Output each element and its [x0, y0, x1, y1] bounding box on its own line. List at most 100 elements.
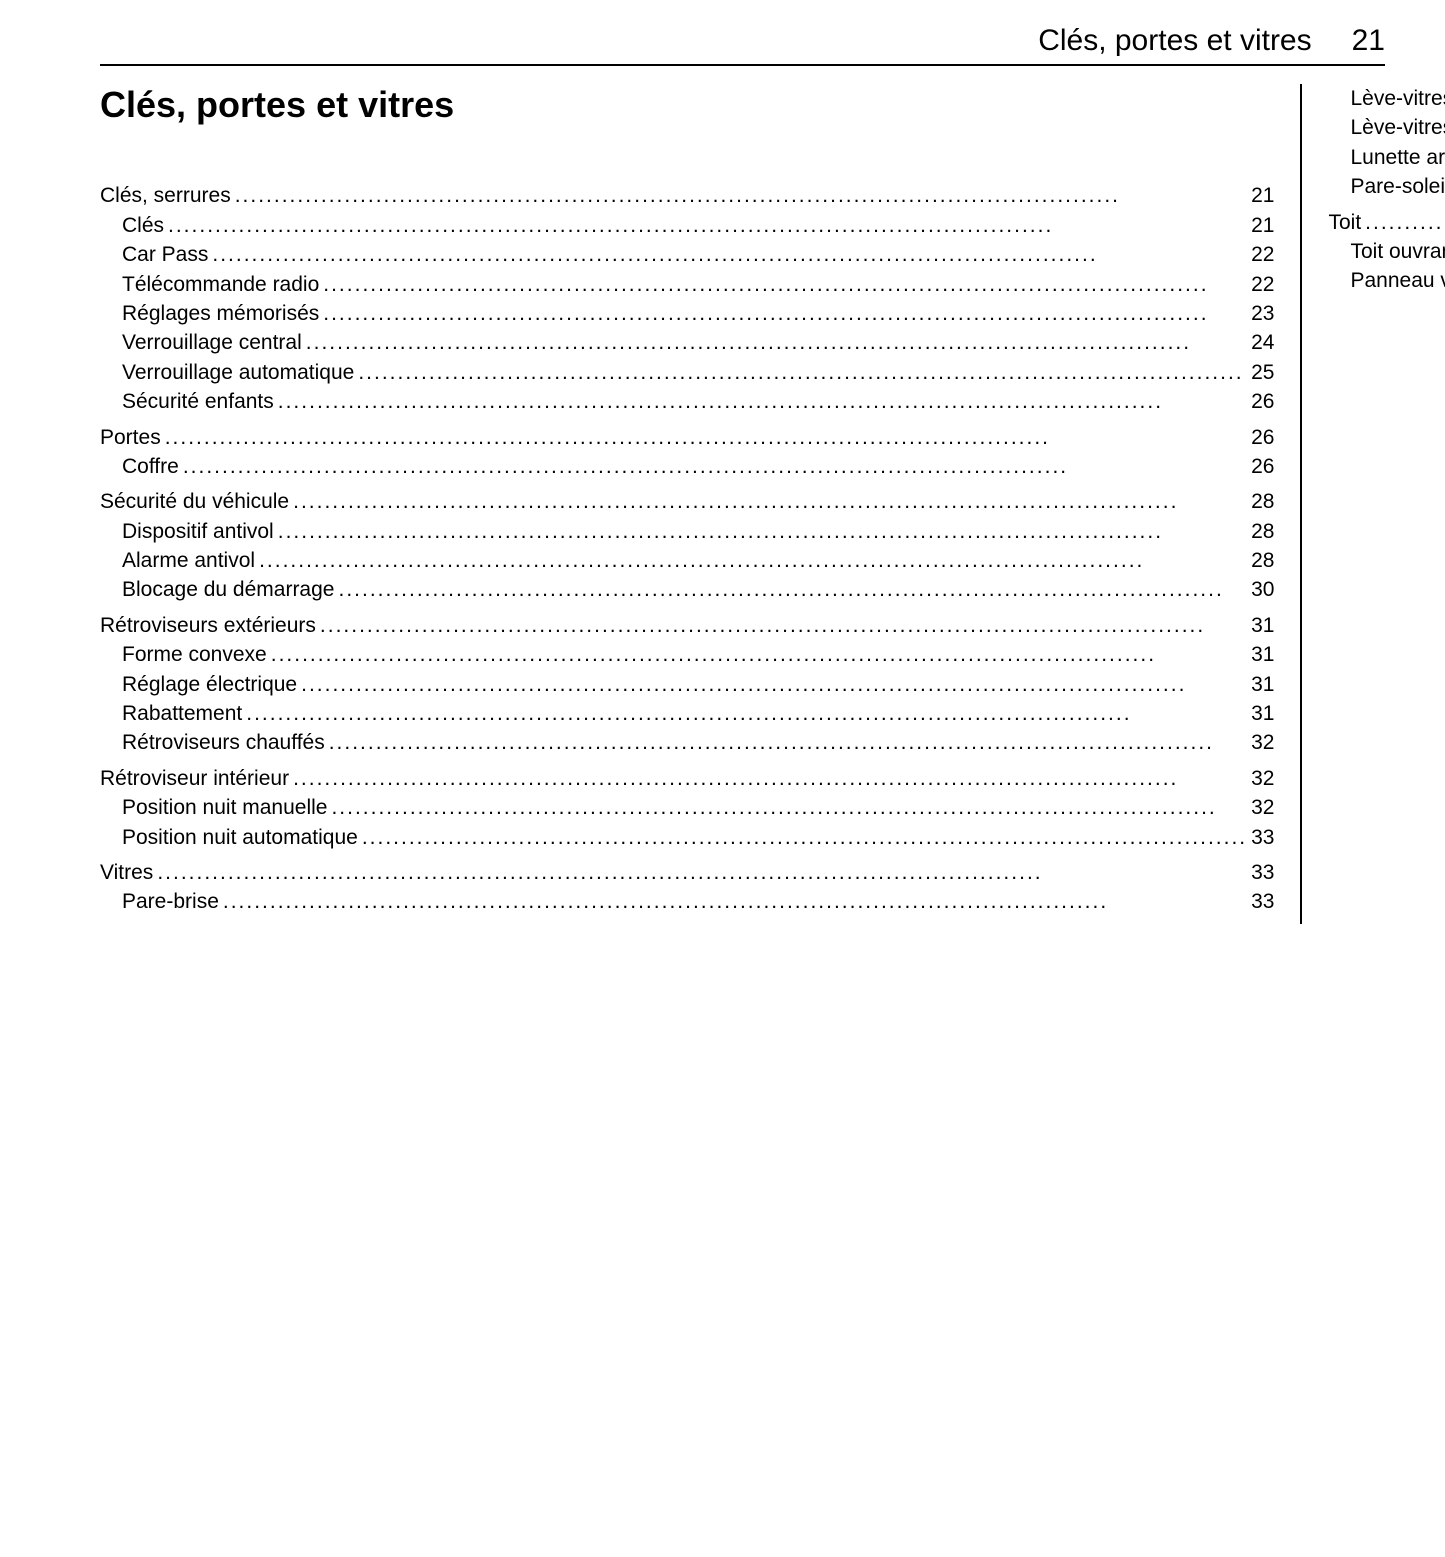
- toc-group: Rétroviseurs extérieurs31Forme convexe31…: [100, 611, 1274, 758]
- toc-page: 21: [1251, 181, 1274, 210]
- toc-leader-dots: [362, 823, 1247, 852]
- toc-group: Lève-vitres manuels34Lève-vitres électri…: [1328, 84, 1445, 202]
- toc-label: Lunette arrière chauffante: [1350, 143, 1445, 172]
- toc-leader-dots: [320, 611, 1247, 640]
- toc-section[interactable]: Clés, serrures21: [100, 181, 1274, 210]
- toc-leader-dots: [323, 270, 1247, 299]
- toc-entry[interactable]: Alarme antivol28: [100, 546, 1274, 575]
- toc-section[interactable]: Portes26: [100, 423, 1274, 452]
- toc-leader-dots: [338, 575, 1247, 604]
- toc-page: 32: [1251, 728, 1274, 757]
- toc-entry[interactable]: Pare-soleil36: [1328, 172, 1445, 201]
- toc-entry[interactable]: Lève-vitres manuels34: [1328, 84, 1445, 113]
- toc-entry[interactable]: Panneau vitré38: [1328, 266, 1445, 295]
- toc-label: Car Pass: [122, 240, 208, 269]
- columns: Clés, portes et vitres Clés, serrures21C…: [100, 84, 1385, 924]
- toc-page: 25: [1251, 358, 1274, 387]
- running-head-page-number: 21: [1352, 24, 1385, 58]
- toc-label: Télécommande radio: [122, 270, 319, 299]
- toc-label: Position nuit manuelle: [122, 793, 327, 822]
- toc-label: Toit: [1328, 208, 1361, 237]
- toc-entry[interactable]: Rabattement 31: [100, 699, 1274, 728]
- toc-section[interactable]: Rétroviseur intérieur32: [100, 764, 1274, 793]
- chapter-title: Clés, portes et vitres: [100, 84, 1274, 125]
- toc-label: Verrouillage automatique: [122, 358, 354, 387]
- column-1: Clés, portes et vitres Clés, serrures21C…: [100, 84, 1300, 924]
- toc-label: Rétroviseurs extérieurs: [100, 611, 316, 640]
- toc-label: Sécurité du véhicule: [100, 487, 289, 516]
- running-head-title: Clés, portes et vitres: [1038, 24, 1311, 58]
- toc-page: 30: [1251, 575, 1274, 604]
- toc-entry[interactable]: Verrouillage automatique 25: [100, 358, 1274, 387]
- toc-label: Position nuit automatique: [122, 823, 358, 852]
- toc-entry[interactable]: Télécommande radio 22: [100, 270, 1274, 299]
- toc-label: Sécurité enfants: [122, 387, 274, 416]
- toc-label: Vitres: [100, 858, 153, 887]
- toc-entry[interactable]: Clés21: [100, 211, 1274, 240]
- toc-leader-dots: [278, 387, 1247, 416]
- toc-page: 28: [1251, 487, 1274, 516]
- toc-label: Alarme antivol: [122, 546, 255, 575]
- toc-page: 22: [1251, 270, 1274, 299]
- toc-entry[interactable]: Lève-vitres électriques34: [1328, 113, 1445, 142]
- toc-label: Rabattement: [122, 699, 242, 728]
- toc-page: 31: [1251, 699, 1274, 728]
- toc-entry[interactable]: Coffre26: [100, 452, 1274, 481]
- toc-section[interactable]: Vitres33: [100, 858, 1274, 887]
- toc-page: 22: [1251, 240, 1274, 269]
- toc-label: Pare-brise: [122, 887, 219, 916]
- toc-leader-dots: [329, 728, 1247, 757]
- toc-page: 31: [1251, 670, 1274, 699]
- toc-leader-dots: [157, 858, 1247, 887]
- toc-label: Pare-soleil: [1350, 172, 1445, 201]
- toc-leader-dots: [168, 211, 1247, 240]
- toc-leader-dots: [246, 699, 1247, 728]
- toc-entry[interactable]: Blocage du démarrage 30: [100, 575, 1274, 604]
- toc-entry[interactable]: Car Pass 22: [100, 240, 1274, 269]
- toc-label: Blocage du démarrage: [122, 575, 334, 604]
- toc-leader-dots: [271, 640, 1247, 669]
- toc-entry[interactable]: Pare-brise 33: [100, 887, 1274, 916]
- toc-page: 33: [1251, 887, 1274, 916]
- toc-label: Rétroviseurs chauffés: [122, 728, 325, 757]
- column-2: Lève-vitres manuels34Lève-vitres électri…: [1300, 84, 1445, 924]
- toc-entry[interactable]: Réglages mémorisés23: [100, 299, 1274, 328]
- toc-entry[interactable]: Réglage électrique 31: [100, 670, 1274, 699]
- toc-entry[interactable]: Toit ouvrant36: [1328, 237, 1445, 266]
- toc-section[interactable]: Toit36: [1328, 208, 1445, 237]
- toc-leader-dots: [1365, 208, 1445, 237]
- toc-label: Forme convexe: [122, 640, 267, 669]
- toc-leader-dots: [259, 546, 1247, 575]
- toc-page: 26: [1251, 423, 1274, 452]
- running-head: Clés, portes et vitres 21: [100, 24, 1385, 66]
- toc-page: 31: [1251, 640, 1274, 669]
- toc-leader-dots: [235, 181, 1247, 210]
- toc-entry[interactable]: Position nuit manuelle 32: [100, 793, 1274, 822]
- toc-label: Rétroviseur intérieur: [100, 764, 289, 793]
- toc-label: Verrouillage central: [122, 328, 302, 357]
- toc-entry[interactable]: Dispositif antivol28: [100, 517, 1274, 546]
- toc-entry[interactable]: Forme convexe 31: [100, 640, 1274, 669]
- toc-page: 26: [1251, 387, 1274, 416]
- toc-label: Réglage électrique: [122, 670, 297, 699]
- toc-page: 33: [1251, 823, 1274, 852]
- toc-section[interactable]: Rétroviseurs extérieurs31: [100, 611, 1274, 640]
- toc-group: Portes26Coffre26: [100, 423, 1274, 482]
- toc-leader-dots: [278, 517, 1247, 546]
- toc-entry[interactable]: Verrouillage central 24: [100, 328, 1274, 357]
- toc-page: 32: [1251, 793, 1274, 822]
- toc-entry[interactable]: Rétroviseurs chauffés 32: [100, 728, 1274, 757]
- manual-page: Clés, portes et vitres 21 Clés, portes e…: [0, 0, 1445, 965]
- toc-label: Lève-vitres manuels: [1350, 84, 1445, 113]
- toc-group: Sécurité du véhicule 28Dispositif antivol…: [100, 487, 1274, 605]
- toc-section[interactable]: Sécurité du véhicule 28: [100, 487, 1274, 516]
- toc-leader-dots: [212, 240, 1247, 269]
- toc-entry[interactable]: Position nuit automatique 33: [100, 823, 1274, 852]
- toc-entry[interactable]: Lunette arrière chauffante36: [1328, 143, 1445, 172]
- toc-leader-dots: [293, 764, 1247, 793]
- toc-label: Clés: [122, 211, 164, 240]
- toc-page: 24: [1251, 328, 1274, 357]
- toc-entry[interactable]: Sécurité enfants 26: [100, 387, 1274, 416]
- toc-leader-dots: [293, 487, 1247, 516]
- toc-leader-dots: [323, 299, 1247, 328]
